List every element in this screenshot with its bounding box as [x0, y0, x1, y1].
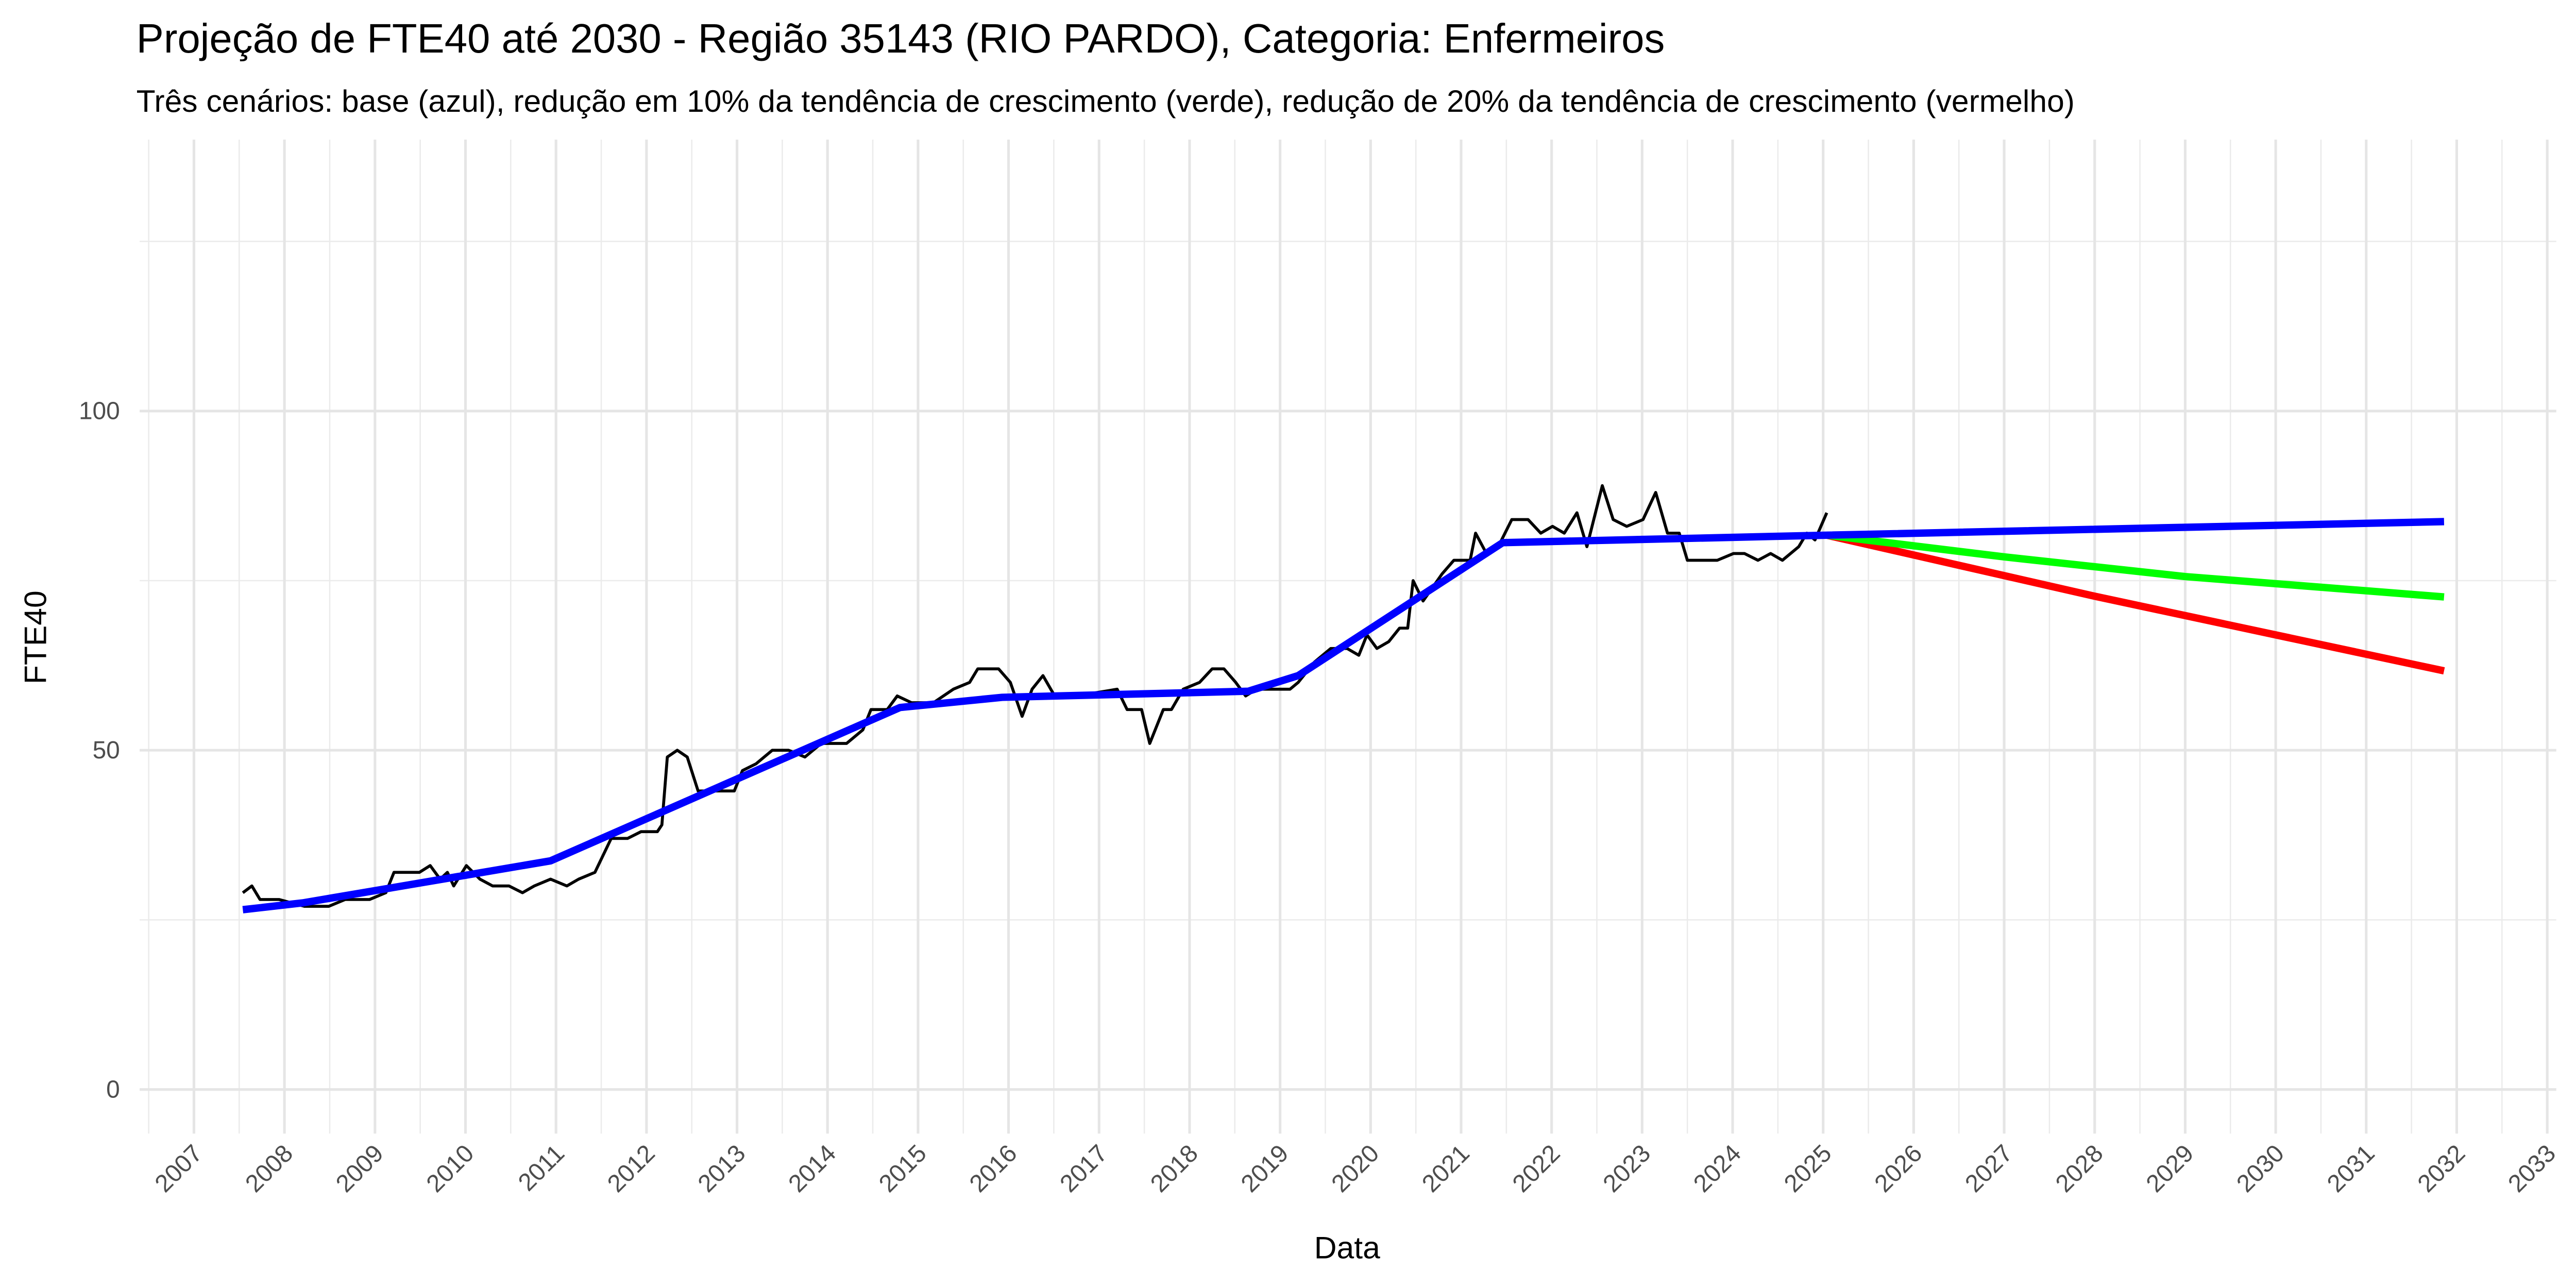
y-tick-label: 0	[106, 1076, 120, 1104]
chart-subtitle: Três cenários: base (azul), redução em 1…	[137, 83, 2075, 118]
chart-title: Projeção de FTE40 até 2030 - Região 3514…	[137, 15, 1665, 61]
series-line	[242, 518, 2445, 913]
series-line	[1826, 531, 2445, 675]
y-tick-label: 50	[93, 737, 120, 764]
y-axis-label: FTE40	[18, 590, 53, 684]
series-line	[1826, 531, 2445, 601]
grid	[140, 140, 2556, 1134]
x-axis-label: Data	[1314, 1230, 1380, 1265]
y-tick-label: 100	[79, 398, 120, 425]
plot-area	[242, 484, 2445, 913]
